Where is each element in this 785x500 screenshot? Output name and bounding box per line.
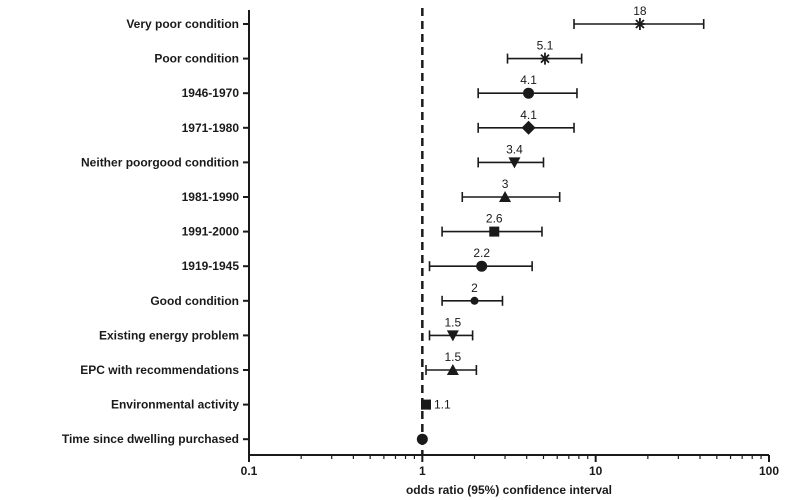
category-label: Neither poorgood condition — [81, 155, 239, 169]
category-label: Environmental activity — [111, 398, 239, 412]
point-triangle-down — [508, 157, 521, 169]
point-square — [489, 226, 500, 237]
category-label: Poor condition — [154, 52, 239, 66]
data-row: 1991-2000 2.6 — [182, 212, 543, 239]
x-tick-label: 100 — [759, 464, 779, 478]
point-circle — [523, 87, 535, 99]
value-label: 5.1 — [537, 39, 554, 53]
point-triangle-up — [446, 364, 459, 375]
x-axis-title: odds ratio (95%) confidence interval — [406, 483, 612, 497]
category-label: 1971-1980 — [182, 121, 240, 135]
category-label: Existing energy problem — [99, 328, 239, 342]
point-star — [634, 18, 645, 30]
point-circle — [470, 296, 479, 305]
category-label: 1919-1945 — [182, 259, 240, 273]
category-label: 1991-2000 — [182, 225, 240, 239]
category-label: Very poor condition — [126, 17, 239, 31]
point-star — [539, 52, 550, 65]
value-label: 3.4 — [506, 142, 523, 156]
value-label: 2.2 — [473, 246, 490, 260]
value-label: 18 — [633, 4, 647, 18]
category-label: 1981-1990 — [182, 190, 240, 204]
point-square — [421, 399, 432, 410]
x-tick-label: 10 — [589, 464, 603, 478]
data-row: Good condition 2 — [150, 281, 504, 308]
category-label: Time since dwelling purchased — [62, 432, 239, 446]
value-label: 2.6 — [486, 212, 503, 226]
value-label: 4.1 — [520, 73, 537, 87]
data-row: 1981-1990 3 — [182, 177, 561, 204]
data-rows: Very poor condition 18 Poor condition 5.1 19… — [62, 4, 705, 446]
data-row: Poor condition 5.1 — [154, 39, 583, 66]
data-row: Existing energy problem 1.5 — [99, 315, 474, 342]
point-circle — [416, 433, 428, 445]
value-label: 1.5 — [445, 315, 462, 329]
value-label: 2 — [471, 281, 478, 295]
data-row: Very poor condition 18 — [126, 4, 705, 31]
data-row: 1946-1970 4.1 — [182, 73, 578, 100]
category-label: Good condition — [150, 294, 239, 308]
data-row: Time since dwelling purchased — [62, 432, 428, 446]
value-label: 1.1 — [434, 398, 451, 412]
value-label: 3 — [502, 177, 509, 191]
value-label: 4.1 — [520, 108, 537, 122]
value-label: 1.5 — [445, 350, 462, 364]
point-triangle-down — [446, 330, 459, 342]
point-circle — [476, 260, 488, 272]
data-row: 1919-1945 2.2 — [182, 246, 533, 273]
category-label: EPC with recommendations — [80, 363, 239, 377]
x-axis: 0.1 1 10 100 — [241, 454, 779, 478]
data-row: EPC with recommendations 1.5 — [80, 350, 478, 377]
data-row: Neither poorgood condition 3.4 — [81, 142, 545, 169]
data-row: 1971-1980 4.1 — [182, 108, 575, 135]
x-tick-label: 1 — [419, 464, 426, 478]
data-row: Environmental activity 1.1 — [111, 398, 451, 412]
category-label: 1946-1970 — [182, 86, 240, 100]
point-triangle-up — [499, 191, 512, 202]
point-diamond — [521, 120, 536, 135]
x-tick-label: 0.1 — [241, 464, 258, 478]
